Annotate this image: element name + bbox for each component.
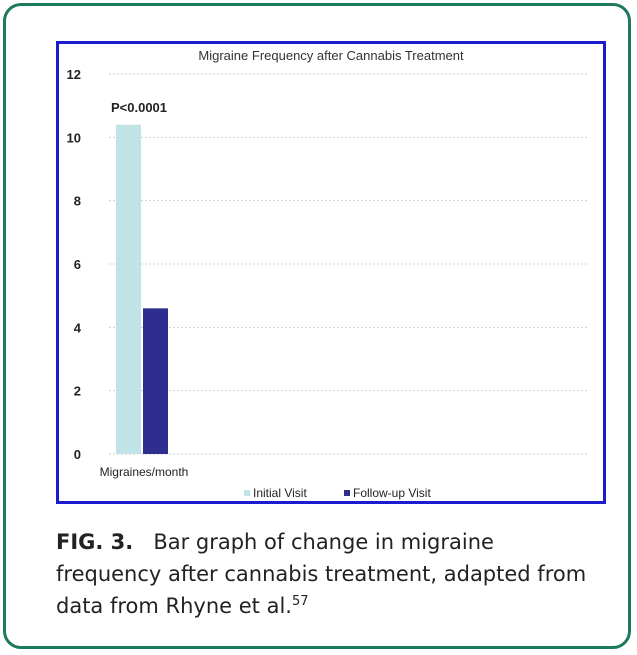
y-tick-label: 2 (74, 384, 81, 399)
y-tick-label: 6 (74, 257, 81, 272)
figure-frame: Migraine Frequency after Cannabis Treatm… (3, 3, 631, 649)
legend-swatch (344, 490, 350, 496)
legend-label: Initial Visit (253, 486, 307, 500)
legend-label: Follow-up Visit (353, 486, 431, 500)
y-tick-label: 4 (74, 320, 82, 335)
annotation-p-value: P<0.0001 (111, 100, 167, 115)
chart-container: Migraine Frequency after Cannabis Treatm… (56, 41, 606, 504)
x-tick-label: Migraines/month (100, 465, 189, 479)
chart-title: Migraine Frequency after Cannabis Treatm… (198, 48, 464, 63)
y-tick-label: 12 (67, 67, 81, 82)
bar-follow-up-visit (143, 308, 168, 454)
legend-swatch (244, 490, 250, 496)
y-tick-label: 10 (67, 130, 81, 145)
caption-reference: 57 (291, 594, 309, 609)
figure-caption: FIG. 3. Bar graph of change in migraine … (56, 526, 596, 622)
bar-initial-visit (116, 124, 141, 455)
y-tick-label: 8 (74, 194, 81, 209)
bar-chart: Migraine Frequency after Cannabis Treatm… (67, 48, 589, 500)
caption-label: FIG. 3. (56, 530, 134, 554)
caption-text: Bar graph of change in migraine frequenc… (56, 530, 587, 618)
y-tick-label: 0 (74, 447, 81, 462)
